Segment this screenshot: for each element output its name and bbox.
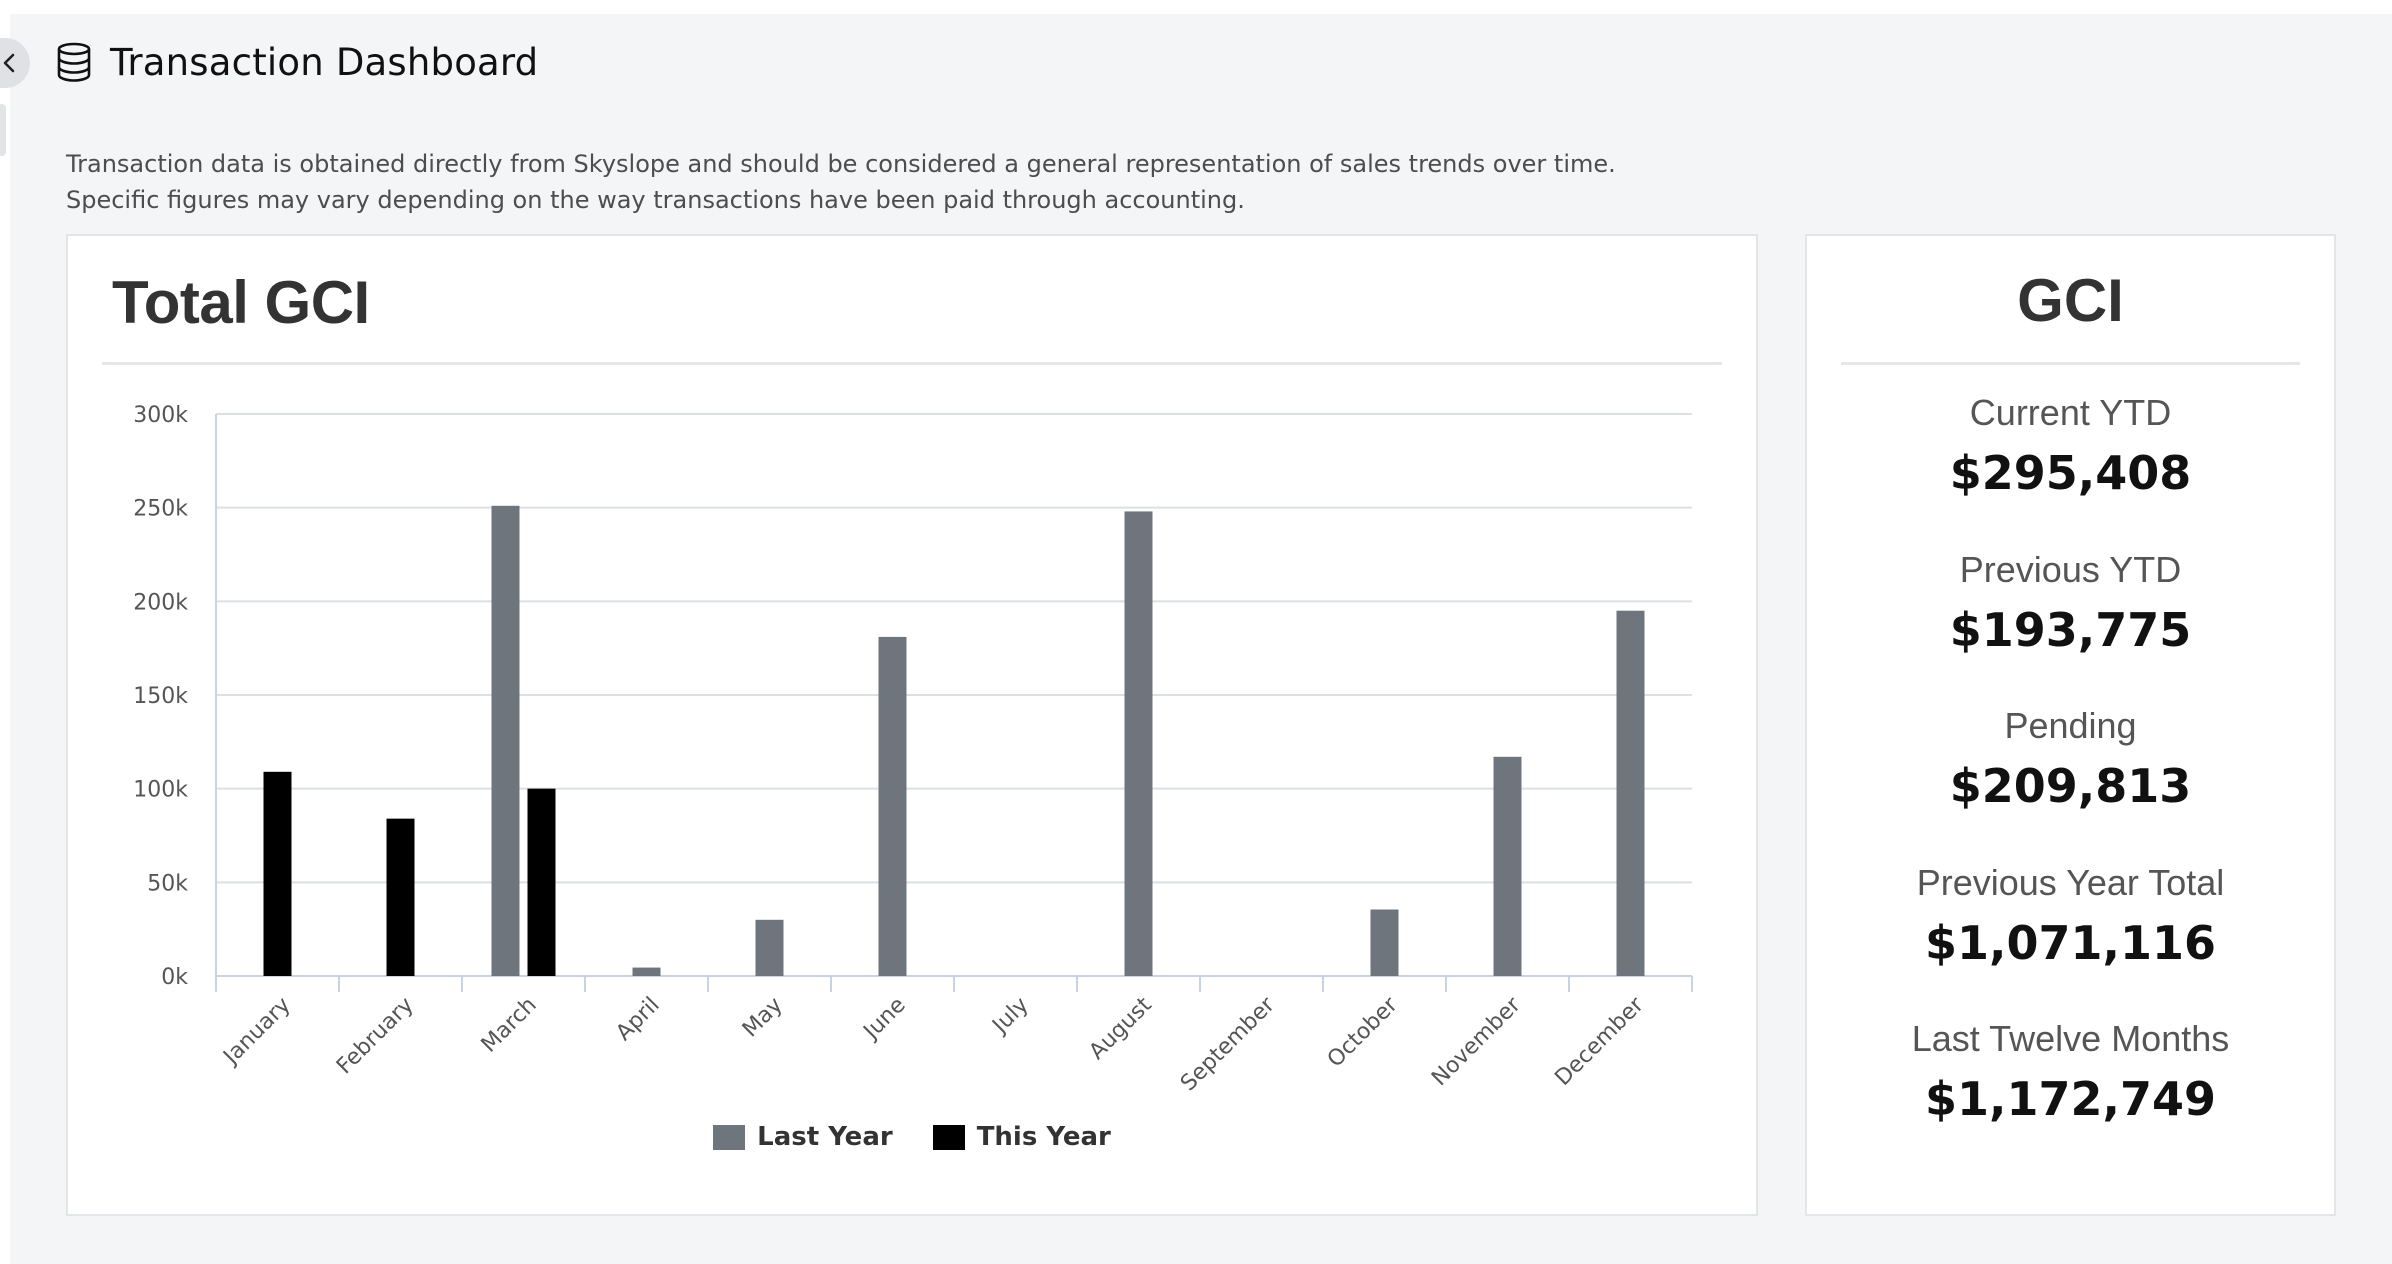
database-icon xyxy=(56,42,92,82)
y-tick-label: 200k xyxy=(133,590,188,615)
legend-item-this-year[interactable]: This Year xyxy=(932,1122,1111,1152)
total-gci-card: Total GCI 0k 50k 100k 150k 200k 250k 300k Janua… xyxy=(66,234,1758,1216)
disclaimer-line-1: Transaction data is obtained directly fr… xyxy=(66,150,1616,178)
page-title: Transaction Dashboard xyxy=(110,40,539,84)
chart-legend: Last Year This Year xyxy=(68,1122,1756,1152)
y-tick-label: 0k xyxy=(161,965,188,990)
total-gci-chart: 0k 50k 100k 150k 200k 250k 300k January February… xyxy=(133,403,1693,1096)
gci-summary-card: GCI Current YTD $295,408 Previous YTD $1… xyxy=(1805,234,2336,1216)
gci-stats: Current YTD $295,408 Previous YTD $193,7… xyxy=(1807,388,2334,1171)
stat-last-twelve-months: Last Twelve Months $1,172,749 xyxy=(1807,1014,2334,1171)
stat-previous-year-total: Previous Year Total $1,071,116 xyxy=(1807,858,2334,1015)
stat-current-ytd: Current YTD $295,408 xyxy=(1807,388,2334,545)
x-tick-label: July xyxy=(987,993,1034,1040)
bar-last-year xyxy=(755,919,784,976)
bar-this-year xyxy=(527,788,556,976)
page-header: Transaction Dashboard xyxy=(56,36,538,88)
stat-label: Previous Year Total xyxy=(1916,861,2225,903)
bar-this-year xyxy=(386,818,415,976)
stat-value: $295,408 xyxy=(1949,446,2192,500)
bar-last-year xyxy=(1370,909,1399,976)
stat-pending: Pending $209,813 xyxy=(1807,701,2334,858)
x-tick-label: April xyxy=(611,993,664,1046)
stat-value: $1,172,749 xyxy=(1924,1072,2216,1126)
chart-title-divider xyxy=(102,362,1722,365)
x-tick-label: January xyxy=(218,993,296,1071)
gci-card-title: GCI xyxy=(2017,267,2124,334)
chevron-left-icon xyxy=(3,53,15,73)
stat-label: Last Twelve Months xyxy=(1911,1018,2230,1059)
bar-last-year xyxy=(632,967,661,976)
gci-title-divider xyxy=(1841,362,2300,365)
bar-this-year xyxy=(263,771,292,976)
legend-label-last-year: Last Year xyxy=(757,1122,893,1152)
legend-item-last-year[interactable]: Last Year xyxy=(713,1122,893,1152)
x-tick-label: September xyxy=(1176,992,1280,1096)
legend-swatch-this-year xyxy=(932,1124,965,1150)
bar-last-year xyxy=(878,636,907,976)
bar-last-year xyxy=(491,505,520,976)
stat-value: $209,813 xyxy=(1949,759,2192,813)
bar-last-year xyxy=(1616,610,1645,976)
x-tick-label: March xyxy=(477,993,542,1058)
y-tick-label: 250k xyxy=(133,497,188,522)
stat-label: Previous YTD xyxy=(1959,548,2182,590)
y-tick-label: 300k xyxy=(133,403,188,428)
x-tick-label: May xyxy=(738,993,788,1043)
y-tick-label: 100k xyxy=(133,778,188,803)
bar-last-year xyxy=(1124,511,1153,976)
legend-swatch-last-year xyxy=(713,1124,746,1150)
y-tick-label: 50k xyxy=(147,871,188,896)
bar-last-year xyxy=(1493,756,1522,976)
legend-label-this-year: This Year xyxy=(976,1122,1111,1152)
x-tick-label: August xyxy=(1085,992,1157,1064)
disclaimer-text: Transaction data is obtained directly fr… xyxy=(66,146,1866,218)
x-tick-label: November xyxy=(1427,992,1526,1091)
stat-value: $193,775 xyxy=(1949,602,2192,657)
x-tick-label: February xyxy=(332,993,419,1080)
disclaimer-line-2: Specific figures may vary depending on t… xyxy=(66,186,1245,214)
y-tick-label: 150k xyxy=(133,684,188,709)
stat-label: Pending xyxy=(2004,705,2137,746)
x-tick-label: December xyxy=(1550,992,1649,1091)
chart-title: Total GCI xyxy=(112,269,370,336)
x-tick-label: October xyxy=(1323,992,1404,1073)
sidebar-edge xyxy=(0,104,6,156)
stat-previous-ytd: Previous YTD $193,775 xyxy=(1807,545,2334,702)
x-tick-label: June xyxy=(858,993,911,1046)
stat-value: $1,071,116 xyxy=(1924,915,2216,970)
stat-label: Current YTD xyxy=(1969,392,2172,433)
